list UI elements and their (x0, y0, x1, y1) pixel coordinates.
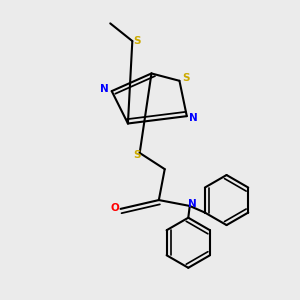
Text: S: S (182, 74, 190, 83)
Text: O: O (111, 203, 120, 213)
Text: N: N (189, 112, 198, 123)
Text: N: N (188, 200, 197, 209)
Text: S: S (133, 150, 140, 160)
Text: S: S (133, 36, 140, 46)
Text: N: N (100, 84, 109, 94)
